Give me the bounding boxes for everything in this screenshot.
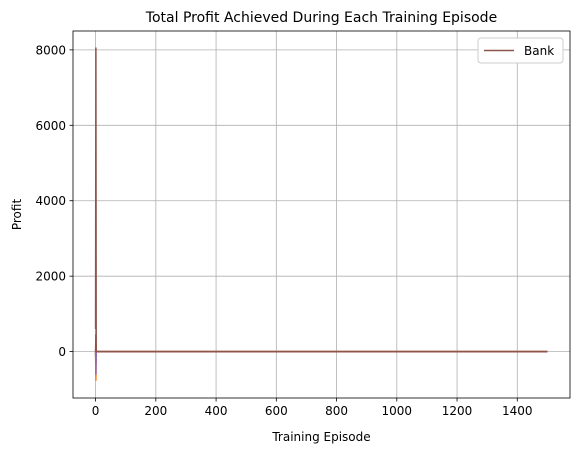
x-tick-label: 600 — [265, 404, 288, 418]
x-tick-label: 400 — [205, 404, 228, 418]
legend: Bank — [477, 37, 564, 64]
x-tick-label: 1400 — [502, 404, 533, 418]
y-tick-label: 8000 — [35, 43, 66, 57]
y-tick-label: 6000 — [35, 119, 66, 133]
legend-box — [477, 37, 564, 64]
series-line-4 — [94, 333, 548, 353]
series-line-1 — [94, 350, 548, 382]
x-tick-label: 800 — [325, 404, 348, 418]
x-tick-label: 200 — [144, 404, 167, 418]
chart-title: Total Profit Achieved During Each Traini… — [145, 10, 497, 26]
series-line-3 — [94, 350, 548, 375]
y-axis-label: Profit — [10, 199, 24, 231]
y-tick-label: 0 — [58, 345, 66, 359]
x-tick-label: 0 — [92, 404, 100, 418]
y-tick-label: 4000 — [35, 194, 66, 208]
series-line-bank — [94, 47, 548, 353]
ticks: 0 200 400 600 800 1000 1200 1400 0 2000 4000 6000 80… — [35, 43, 532, 418]
series-line-2 — [94, 350, 548, 364]
y-tick-label: 2000 — [35, 270, 66, 284]
x-tick-label: 1200 — [442, 404, 473, 418]
axes-frame — [72, 30, 571, 399]
legend-label-bank: Bank — [524, 44, 554, 58]
grid — [73, 31, 570, 398]
x-axis-label: Training Episode — [271, 430, 370, 444]
series-lines — [94, 47, 548, 382]
x-tick-label: 1000 — [382, 404, 413, 418]
